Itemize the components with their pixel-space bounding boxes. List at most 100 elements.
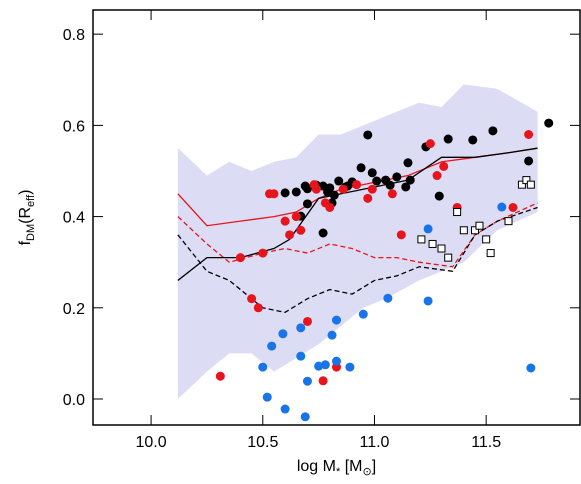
y-tick-label: 0.6 bbox=[63, 118, 85, 135]
point bbox=[392, 172, 402, 182]
point bbox=[358, 309, 368, 319]
x-axis-label-part: * bbox=[336, 466, 341, 478]
point bbox=[318, 376, 328, 386]
point bbox=[405, 175, 415, 185]
point bbox=[524, 156, 534, 166]
y-tick-label: 0.4 bbox=[63, 210, 85, 227]
x-tick-label: 10.0 bbox=[136, 434, 167, 451]
point bbox=[468, 135, 478, 145]
square-point bbox=[428, 239, 437, 248]
square-point bbox=[486, 249, 495, 258]
square-point bbox=[526, 180, 535, 189]
point bbox=[352, 180, 362, 190]
point bbox=[320, 360, 330, 370]
point bbox=[278, 329, 288, 339]
point bbox=[345, 362, 355, 372]
point bbox=[443, 134, 453, 144]
square-point bbox=[517, 180, 526, 189]
point bbox=[247, 294, 257, 304]
point bbox=[434, 191, 444, 201]
point bbox=[363, 193, 373, 203]
point bbox=[285, 230, 295, 240]
point bbox=[269, 189, 279, 199]
point bbox=[280, 404, 290, 414]
point bbox=[280, 188, 290, 198]
square-point bbox=[482, 235, 491, 244]
point bbox=[425, 139, 435, 149]
point bbox=[258, 248, 268, 258]
point bbox=[423, 296, 433, 306]
point bbox=[235, 253, 245, 263]
point bbox=[296, 351, 306, 361]
point bbox=[387, 189, 397, 199]
x-tick-label: 11.5 bbox=[471, 434, 501, 451]
point bbox=[488, 126, 498, 136]
point bbox=[403, 158, 413, 168]
point bbox=[215, 371, 225, 381]
x-axis-label-part: ] bbox=[372, 458, 376, 475]
point bbox=[372, 176, 382, 186]
square-point bbox=[453, 208, 462, 217]
square-point bbox=[459, 226, 468, 235]
square-point bbox=[437, 244, 446, 253]
point bbox=[280, 216, 290, 226]
line bbox=[177, 206, 538, 314]
point bbox=[363, 130, 373, 140]
point bbox=[526, 363, 536, 373]
point bbox=[508, 202, 518, 212]
x-axis-label-part: log M bbox=[297, 458, 336, 475]
point bbox=[327, 330, 337, 340]
point bbox=[302, 316, 312, 326]
square-point bbox=[444, 253, 453, 262]
line bbox=[177, 147, 538, 281]
square-point bbox=[471, 226, 480, 235]
y-tick-label: 0.0 bbox=[63, 392, 85, 409]
point bbox=[253, 303, 263, 313]
y-axis-label: fDM(Reff) bbox=[17, 190, 37, 246]
point bbox=[329, 190, 339, 200]
point bbox=[262, 392, 272, 402]
point bbox=[258, 362, 268, 372]
point bbox=[334, 176, 344, 186]
x-axis-label-part: ⊙ bbox=[362, 466, 371, 478]
point bbox=[367, 168, 377, 178]
point bbox=[296, 225, 306, 235]
point bbox=[300, 412, 310, 422]
line bbox=[177, 147, 538, 227]
point bbox=[296, 323, 306, 333]
point bbox=[320, 198, 330, 208]
point bbox=[325, 183, 335, 193]
band bbox=[177, 84, 538, 400]
square-point bbox=[504, 217, 513, 226]
point bbox=[314, 361, 324, 371]
point bbox=[367, 184, 377, 194]
x-axis-label: log M* [M⊙] bbox=[297, 458, 376, 478]
point bbox=[524, 130, 534, 139]
y-tick-label: 0.2 bbox=[63, 301, 85, 318]
point bbox=[311, 184, 321, 194]
point bbox=[267, 341, 277, 351]
point bbox=[291, 212, 301, 222]
y-axis-label-part: eff bbox=[25, 194, 37, 207]
square-point bbox=[475, 221, 484, 230]
plot-area bbox=[177, 84, 554, 422]
point bbox=[396, 230, 406, 240]
square-point bbox=[417, 235, 426, 244]
point bbox=[497, 202, 507, 212]
y-axis-label-part: (R bbox=[17, 207, 34, 224]
point bbox=[356, 163, 366, 173]
point bbox=[302, 199, 312, 209]
point bbox=[385, 180, 395, 190]
x-axis-label-part: [M bbox=[340, 458, 362, 475]
point bbox=[318, 228, 328, 238]
point bbox=[291, 187, 301, 197]
square-point bbox=[522, 176, 531, 185]
point bbox=[423, 224, 433, 234]
y-axis-label-part: ) bbox=[17, 190, 34, 195]
point bbox=[401, 182, 411, 192]
point bbox=[302, 184, 312, 194]
point bbox=[432, 171, 442, 181]
y-axis-label-part: f bbox=[17, 240, 34, 245]
point bbox=[544, 118, 554, 128]
